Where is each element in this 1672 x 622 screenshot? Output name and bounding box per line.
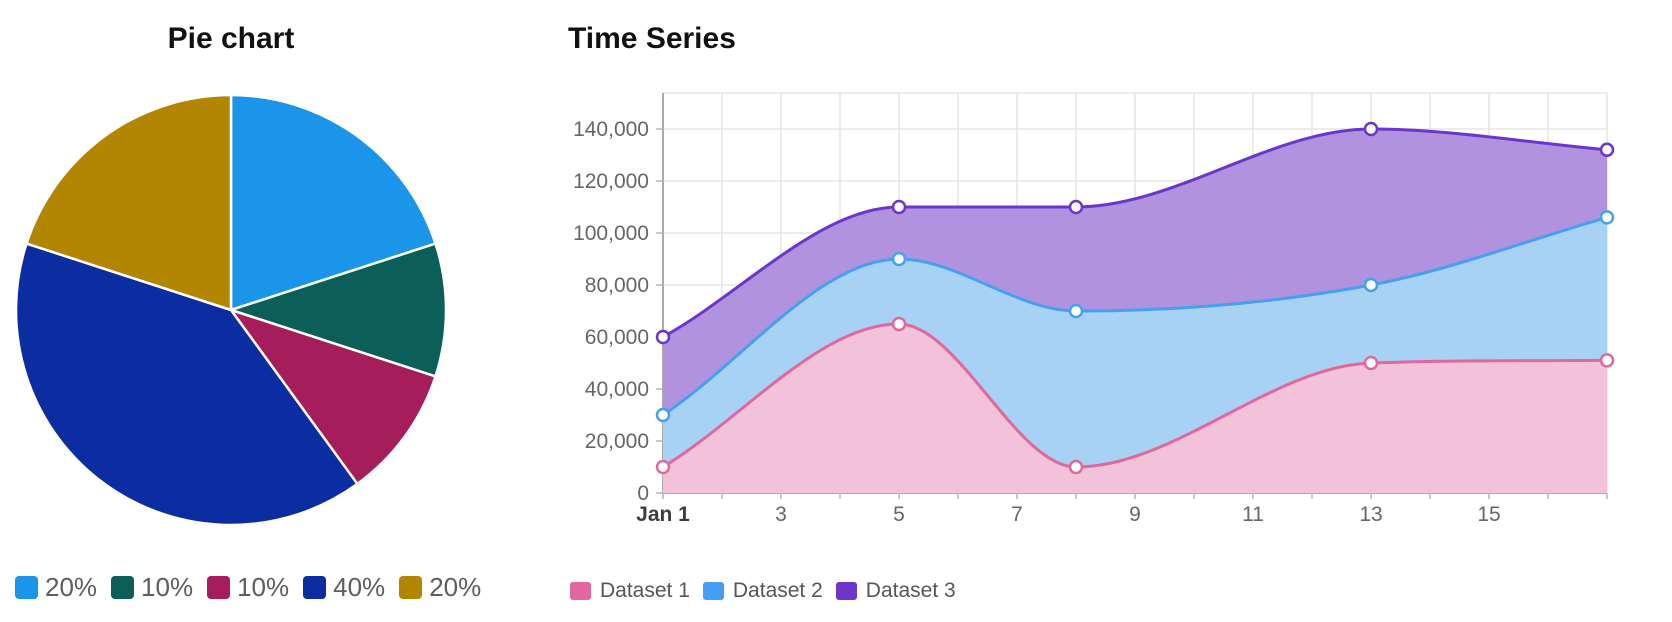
pie-legend-item-4[interactable]: 20% — [399, 572, 481, 603]
data-point[interactable] — [655, 329, 671, 345]
ts-legend-item-0[interactable]: Dataset 1 — [570, 579, 690, 603]
legend-label: 10% — [237, 572, 290, 602]
data-point[interactable] — [655, 459, 671, 475]
data-point[interactable] — [1599, 142, 1615, 158]
legend-label: 20% — [45, 572, 98, 602]
legend-swatch-icon — [15, 576, 38, 599]
pie-chart[interactable] — [0, 0, 480, 622]
data-point[interactable] — [1363, 355, 1379, 371]
legend-swatch-icon — [399, 576, 423, 599]
data-point[interactable] — [1068, 199, 1084, 215]
legend-swatch-icon — [207, 576, 231, 599]
pie-legend: 20% 10% 10% 40% 20% — [15, 572, 481, 603]
data-point[interactable] — [1599, 210, 1615, 225]
data-point[interactable] — [1068, 459, 1084, 475]
pie-legend-item-1[interactable]: 10% — [111, 572, 193, 603]
pie-slice-2[interactable] — [229, 308, 437, 486]
x-axis-tick-label: 7 — [1011, 503, 1023, 526]
pie-slice-3[interactable] — [14, 242, 359, 527]
series-areas — [655, 121, 1615, 493]
x-axis-tick-label: 11 — [1242, 503, 1264, 526]
ts-legend-item-1[interactable]: Dataset 2 — [702, 579, 823, 603]
legend-swatch-icon — [702, 582, 724, 600]
y-axis-tick-label: 140,000 — [573, 118, 649, 141]
time-series-title: Time Series — [568, 22, 736, 55]
pie-slice-0[interactable] — [229, 93, 437, 312]
legend-swatch-icon — [111, 576, 135, 599]
y-axis-tick-label: 0 — [637, 482, 649, 505]
data-point[interactable] — [1363, 121, 1379, 137]
legend-label: Dataset 1 — [600, 579, 690, 602]
y-axis-tick-label: 100,000 — [573, 222, 649, 245]
data-point[interactable] — [655, 407, 671, 423]
x-axis-tick-label: 13 — [1359, 503, 1382, 526]
x-axis-tick-label: Jan 1 — [636, 503, 690, 526]
time-series-legend: Dataset 1 Dataset 2 Dataset 3 — [570, 579, 956, 603]
legend-swatch-icon — [303, 576, 327, 599]
y-axis-tick-label: 120,000 — [573, 170, 649, 193]
x-axis-tick-label: 9 — [1129, 503, 1141, 526]
data-point[interactable] — [1068, 303, 1084, 319]
pie-chart-title: Pie chart — [167, 22, 295, 55]
legend-label: 10% — [141, 572, 194, 602]
data-point[interactable] — [1599, 353, 1615, 368]
legend-label: Dataset 3 — [865, 579, 956, 602]
data-point[interactable] — [1363, 277, 1379, 293]
pie-legend-item-3[interactable]: 40% — [303, 572, 385, 603]
x-axis-tick-label: 5 — [893, 503, 905, 526]
legend-label: Dataset 2 — [732, 579, 823, 602]
y-axis-tick-label: 20,000 — [585, 430, 649, 453]
y-axis-tick-label: 40,000 — [585, 378, 649, 401]
legend-label: 20% — [429, 572, 482, 602]
axis-labels: 0 20,000 40,000 60,000 80,000 100,000 120,000 1… — [573, 118, 1501, 526]
x-axis-tick-label: 15 — [1477, 503, 1500, 526]
ts-legend-item-2[interactable]: Dataset 3 — [835, 579, 956, 603]
pie-slice-1[interactable] — [229, 242, 448, 378]
data-point[interactable] — [891, 199, 907, 215]
legend-label: 40% — [333, 572, 386, 602]
y-axis-tick-label: 80,000 — [585, 274, 649, 297]
y-axis-tick-label: 60,000 — [585, 326, 649, 349]
data-point[interactable] — [891, 316, 907, 332]
legend-swatch-icon — [835, 582, 857, 600]
pie-legend-item-2[interactable]: 10% — [207, 572, 289, 603]
series-line-dataset-3[interactable] — [661, 127, 1609, 339]
time-series-chart[interactable]: 0 20,000 40,000 60,000 80,000 100,000 120,000 1… — [480, 0, 1672, 622]
pie-legend-item-0[interactable]: 20% — [15, 572, 97, 603]
legend-swatch-icon — [570, 582, 591, 600]
x-axis-tick-label: 3 — [775, 503, 787, 526]
pie-slice-4[interactable] — [25, 93, 233, 312]
data-point[interactable] — [891, 251, 907, 267]
